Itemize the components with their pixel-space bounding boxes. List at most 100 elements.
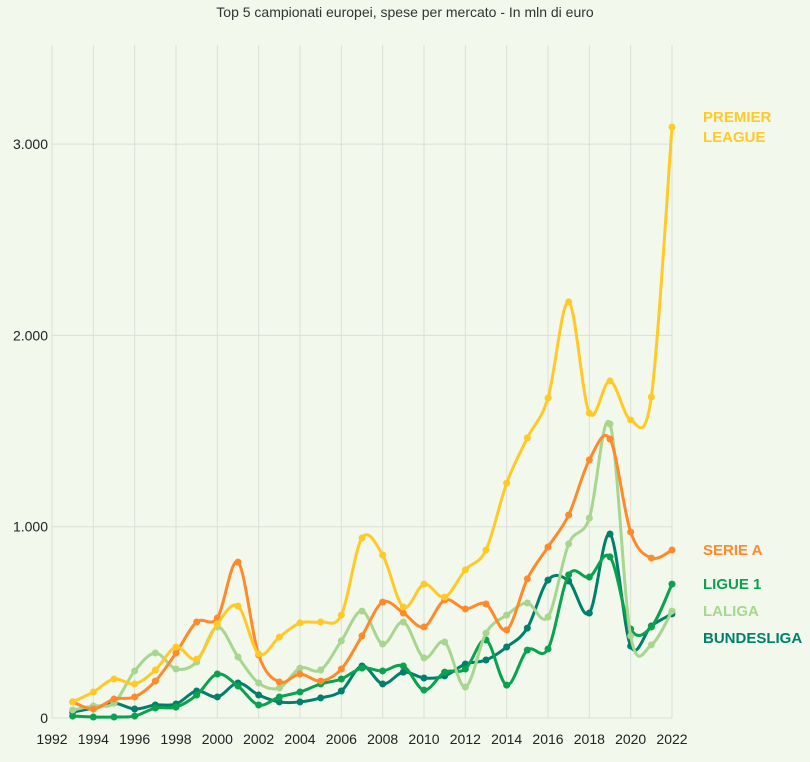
data-point — [461, 665, 469, 673]
data-point — [172, 703, 180, 711]
data-point — [151, 666, 159, 674]
data-point — [193, 618, 201, 626]
data-point — [234, 602, 242, 610]
series-label: SERIE A — [703, 542, 763, 559]
x-tick-label: 1996 — [119, 731, 150, 747]
data-point — [69, 712, 77, 720]
x-tick-label: 2008 — [367, 731, 398, 747]
data-point — [379, 598, 387, 606]
data-point — [69, 706, 77, 714]
data-point — [441, 593, 449, 601]
data-point — [89, 705, 97, 713]
data-point — [110, 713, 118, 721]
data-point — [337, 637, 345, 645]
data-point — [255, 679, 263, 687]
data-point — [647, 393, 655, 401]
data-point — [337, 675, 345, 683]
data-point — [523, 646, 531, 654]
data-point — [503, 643, 511, 651]
data-point — [275, 693, 283, 701]
data-point — [379, 667, 387, 675]
data-point — [503, 626, 511, 634]
data-point — [399, 603, 407, 611]
data-point — [131, 693, 139, 701]
data-point — [317, 694, 325, 702]
data-point — [399, 668, 407, 676]
data-point — [193, 691, 201, 699]
data-point — [296, 698, 304, 706]
data-point — [110, 695, 118, 703]
data-point — [193, 655, 201, 663]
data-point — [172, 665, 180, 673]
data-point — [482, 629, 490, 637]
x-tick-label: 1994 — [78, 731, 109, 747]
data-point — [131, 712, 139, 720]
data-point — [544, 645, 552, 653]
data-point — [482, 546, 490, 554]
data-point — [420, 623, 428, 631]
data-point — [585, 609, 593, 617]
data-point — [420, 686, 428, 694]
data-point — [668, 546, 676, 554]
data-point — [565, 511, 573, 519]
data-point — [317, 618, 325, 626]
series-line-bundesliga — [72, 532, 673, 714]
y-tick-label: 2.000 — [13, 327, 48, 343]
data-point — [482, 656, 490, 664]
data-point — [420, 580, 428, 588]
data-point — [647, 623, 655, 631]
x-tick-label: 2000 — [202, 731, 233, 747]
data-point — [358, 664, 366, 672]
data-point — [606, 553, 614, 561]
series-line-ligue-1 — [72, 553, 674, 719]
data-point — [296, 619, 304, 627]
data-point — [461, 683, 469, 691]
data-point — [255, 701, 263, 709]
data-point — [151, 704, 159, 712]
data-point — [399, 662, 407, 670]
data-point — [172, 649, 180, 657]
data-point — [585, 409, 593, 417]
data-point — [585, 456, 593, 464]
x-tick-label: 2016 — [532, 731, 563, 747]
data-point — [358, 534, 366, 542]
data-point — [523, 624, 531, 632]
data-point — [668, 580, 676, 588]
data-point — [606, 530, 614, 538]
data-point — [441, 668, 449, 676]
data-point — [275, 633, 283, 641]
data-point — [89, 713, 97, 721]
data-point — [234, 653, 242, 661]
x-tick-label: 1992 — [36, 731, 67, 747]
data-point — [647, 554, 655, 562]
data-point — [337, 665, 345, 673]
data-point — [647, 641, 655, 649]
data-point — [544, 394, 552, 402]
data-point — [234, 682, 242, 690]
data-point — [151, 649, 159, 657]
data-point — [482, 600, 490, 608]
series-label: LALIGA — [703, 603, 759, 620]
series-line-laliga — [72, 419, 674, 712]
data-point — [585, 514, 593, 522]
x-tick-label: 2022 — [656, 731, 687, 747]
data-point — [213, 693, 221, 701]
data-point — [317, 666, 325, 674]
data-point — [606, 435, 614, 443]
data-point — [275, 678, 283, 686]
series-label: LEAGUE — [703, 129, 766, 146]
data-point — [213, 670, 221, 678]
x-tick-label: 2006 — [326, 731, 357, 747]
data-point — [151, 677, 159, 685]
series-label: LIGUE 1 — [703, 576, 761, 593]
x-tick-label: 2018 — [574, 731, 605, 747]
data-point — [379, 551, 387, 559]
data-point — [275, 698, 283, 706]
data-point — [131, 680, 139, 688]
data-point — [523, 599, 531, 607]
data-point — [337, 687, 345, 695]
data-point — [234, 558, 242, 566]
data-point — [627, 528, 635, 536]
data-point — [544, 576, 552, 584]
data-point — [296, 670, 304, 678]
